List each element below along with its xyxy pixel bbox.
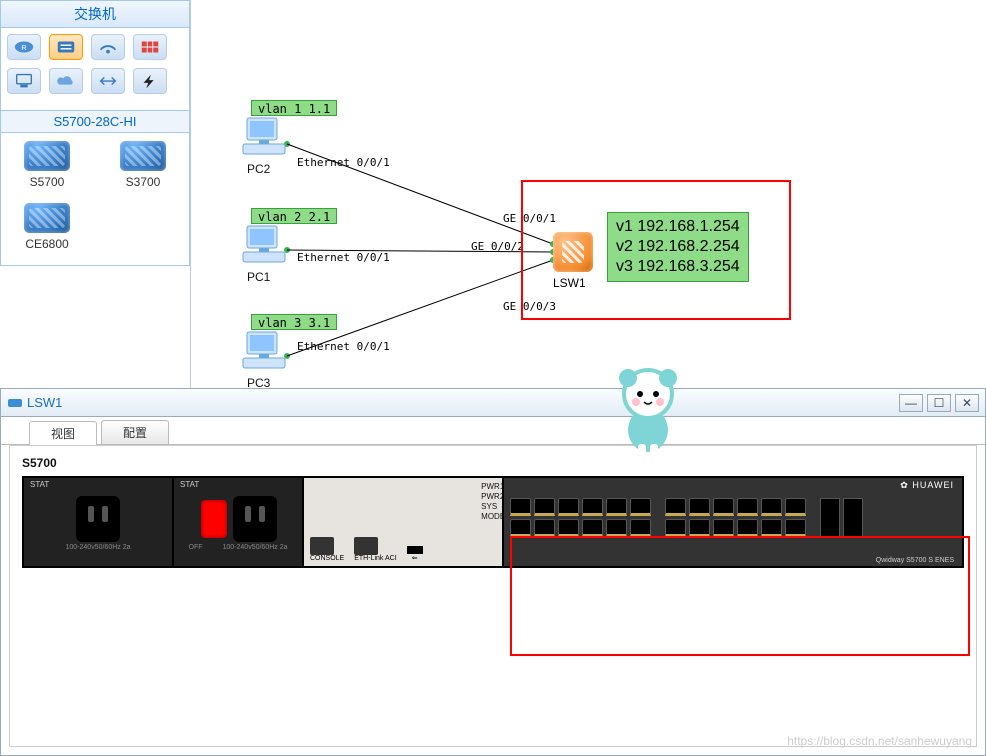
- rj45-port-icon[interactable]: [785, 519, 806, 537]
- tab-视图[interactable]: 视图: [29, 421, 97, 445]
- device-s5700[interactable]: S5700: [11, 141, 83, 189]
- psu-plug-icon: [76, 496, 120, 542]
- palette-category-icons: R: [0, 28, 190, 111]
- switch-icon[interactable]: [49, 34, 83, 60]
- rj45-port-icon[interactable]: [582, 498, 603, 516]
- rj45-port-icon[interactable]: [737, 519, 758, 537]
- watermark: https://blog.csdn.net/sanhewuyang: [787, 734, 972, 748]
- svg-text:R: R: [21, 43, 26, 52]
- power-rocker-icon[interactable]: [201, 500, 227, 538]
- vlan-tag: vlan 1 1.1: [251, 100, 337, 116]
- device-ce6800[interactable]: CE6800: [11, 203, 83, 251]
- device-s3700[interactable]: S3700: [107, 141, 179, 189]
- wlan-icon[interactable]: [91, 34, 125, 60]
- vlan-tag: vlan 3 3.1: [251, 314, 337, 330]
- sfp-port-icon[interactable]: [843, 498, 863, 538]
- switch-icon: [120, 141, 166, 171]
- rj45-port-icon[interactable]: [534, 498, 555, 516]
- mascot-bear-icon: [608, 360, 688, 460]
- switch-icon: [24, 141, 70, 171]
- switch-icon: [24, 203, 70, 233]
- palette-subtitle: S5700-28C-HI: [0, 111, 190, 133]
- link-icon[interactable]: [91, 68, 125, 94]
- rj45-port-icon[interactable]: [606, 498, 627, 516]
- rj45-port-icon[interactable]: [737, 498, 758, 516]
- eth-port-icon[interactable]: [354, 537, 378, 555]
- model-label: S5700: [22, 456, 964, 470]
- huawei-logo: ✿ HUAWEI: [900, 480, 954, 491]
- rj45-port-icon[interactable]: [713, 519, 734, 537]
- port-label: Ethernet 0/0/1: [297, 251, 390, 264]
- usb-port-icon[interactable]: [407, 546, 423, 554]
- highlight-frame: [510, 536, 970, 656]
- mgmt-panel: CONSOLE ETH-Link ACI ⇐: [304, 478, 504, 566]
- minimize-button[interactable]: —: [899, 394, 923, 412]
- rj45-port-icon[interactable]: [785, 498, 806, 516]
- topology-canvas[interactable]: vlan 1 1.1 PC2 Ethernet 0/0/1vlan 2 2.1 …: [190, 0, 986, 388]
- device-view-body: S5700 STAT 100-240v50/60Hz 2a STAT OFF10…: [9, 445, 977, 747]
- pc-icon[interactable]: [7, 68, 41, 94]
- pc-node[interactable]: PC3: [241, 330, 287, 374]
- pc-node[interactable]: PC2: [241, 116, 287, 160]
- port-label: Ethernet 0/0/1: [297, 340, 390, 353]
- rj45-port-icon[interactable]: [582, 519, 603, 537]
- port-label: GE 0/0/2: [471, 240, 524, 253]
- sfp-port-icon[interactable]: [820, 498, 840, 538]
- rj45-port-icon[interactable]: [606, 519, 627, 537]
- router-icon[interactable]: R: [7, 34, 41, 60]
- rj45-port-icon[interactable]: [665, 519, 686, 537]
- switch-icon: [7, 395, 23, 411]
- firewall-icon[interactable]: [133, 34, 167, 60]
- rj45-port-icon[interactable]: [558, 498, 579, 516]
- close-button[interactable]: ✕: [955, 394, 979, 412]
- rj45-port-icon[interactable]: [665, 498, 686, 516]
- psu-plug-icon: [233, 496, 277, 542]
- bolt-icon[interactable]: [133, 68, 167, 94]
- rj45-port-icon[interactable]: [534, 519, 555, 537]
- rj45-port-icon[interactable]: [761, 519, 782, 537]
- maximize-button[interactable]: ☐: [927, 394, 951, 412]
- device-panel-window: LSW1 — ☐ ✕ 视图配置 S5700 STAT 100-240v50/60…: [0, 388, 986, 756]
- pc-node[interactable]: PC1: [241, 224, 287, 268]
- rj45-port-icon[interactable]: [689, 498, 710, 516]
- rj45-port-icon[interactable]: [630, 498, 651, 516]
- palette-title: 交换机: [0, 0, 190, 28]
- port-label: Ethernet 0/0/1: [297, 156, 390, 169]
- rj45-port-icon[interactable]: [713, 498, 734, 516]
- rj45-port-icon[interactable]: [689, 519, 710, 537]
- device-grid: S5700 S3700 CE6800: [0, 133, 190, 266]
- rj45-port-icon[interactable]: [558, 519, 579, 537]
- rj45-port-icon[interactable]: [510, 498, 531, 516]
- tab-bar: 视图配置: [1, 417, 985, 445]
- vlan-tag: vlan 2 2.1: [251, 208, 337, 224]
- window-title: LSW1: [27, 395, 895, 410]
- rj45-port-icon[interactable]: [510, 519, 531, 537]
- tab-配置[interactable]: 配置: [101, 420, 169, 444]
- highlight-frame: [521, 180, 791, 320]
- console-port-icon[interactable]: [310, 537, 334, 555]
- rj45-port-icon[interactable]: [630, 519, 651, 537]
- cloud-icon[interactable]: [49, 68, 83, 94]
- rj45-port-icon[interactable]: [761, 498, 782, 516]
